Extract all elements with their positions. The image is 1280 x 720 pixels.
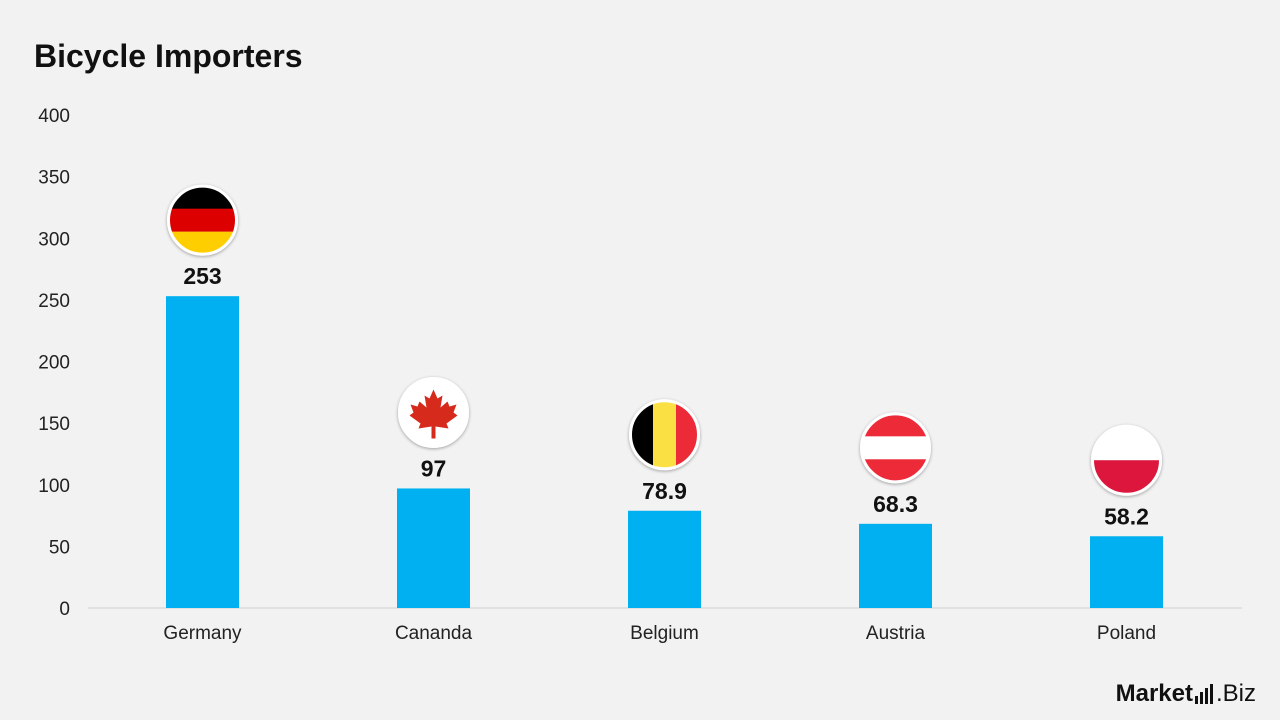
logo-text-biz: .Biz xyxy=(1215,680,1256,707)
x-category-label: Poland xyxy=(1097,623,1156,644)
x-category-label: Cananda xyxy=(395,623,473,644)
logo-bars-icon xyxy=(1194,684,1215,704)
poland-flag-icon xyxy=(1091,424,1162,496)
bar-value-label: 78.9 xyxy=(642,478,687,504)
canada-flag-icon xyxy=(398,376,469,448)
germany-flag-icon xyxy=(167,184,238,256)
y-tick-label: 350 xyxy=(38,168,70,189)
bar-value-label: 253 xyxy=(183,263,221,289)
x-category-label: Germany xyxy=(163,623,242,644)
y-tick-label: 300 xyxy=(38,229,70,250)
chart-title: Bicycle Importers xyxy=(34,38,303,74)
x-category-label: Austria xyxy=(866,623,926,644)
austria-flag-icon xyxy=(860,412,931,484)
bar-value-label: 97 xyxy=(421,455,447,481)
y-tick-label: 100 xyxy=(38,476,70,497)
y-tick-label: 0 xyxy=(59,599,70,620)
bar xyxy=(859,523,932,608)
logo-text-market: Market xyxy=(1115,680,1193,707)
bar-value-label: 58.2 xyxy=(1104,503,1149,529)
y-tick-label: 400 xyxy=(38,106,70,127)
bar xyxy=(166,296,239,608)
y-tick-label: 150 xyxy=(38,414,70,435)
bars-group: 253 Germany 97 Cananda 78.9 Belgium 68.3 Austri… xyxy=(163,184,1163,644)
y-tick-label: 250 xyxy=(38,291,70,312)
bar xyxy=(628,510,701,608)
marketbiz-logo: Market .Biz xyxy=(1116,680,1256,708)
bar xyxy=(397,488,470,608)
y-tick-label: 50 xyxy=(49,537,70,558)
y-tick-label: 200 xyxy=(38,353,70,374)
belgium-flag-icon xyxy=(629,399,700,471)
bar-value-label: 68.3 xyxy=(873,491,918,517)
y-axis: 0 50 100 150 200 250 300 350 400 xyxy=(38,106,70,620)
bar xyxy=(1090,536,1163,608)
x-category-label: Belgium xyxy=(630,623,699,644)
